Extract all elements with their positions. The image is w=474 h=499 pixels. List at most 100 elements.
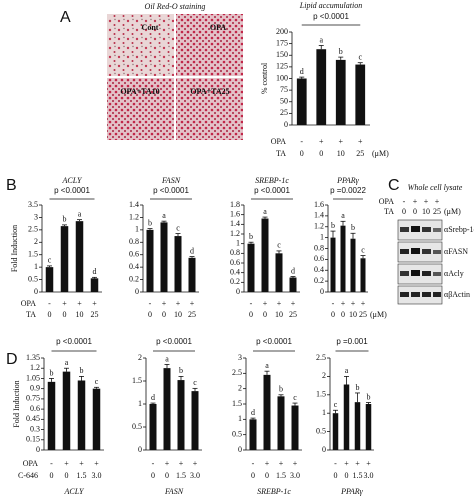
x-tick-label: +: [366, 459, 371, 468]
significance-letter: b: [148, 218, 152, 227]
chart-title: SREBP-1c: [255, 176, 289, 185]
x-tick-label: +: [190, 299, 195, 308]
x-tick-label: 0: [63, 310, 67, 319]
significance-letter: c: [48, 256, 52, 265]
significance-letter: a: [345, 366, 349, 375]
x-tick-label: -: [334, 459, 337, 468]
x-tick-label: +: [92, 299, 97, 308]
x-tick-label: 0: [162, 310, 166, 319]
y-tick-label: 50: [280, 97, 288, 106]
bar: [289, 277, 297, 292]
bar: [47, 381, 56, 450]
y-tick-label: 0.8: [230, 248, 240, 257]
blot-label: αSrebp-1c: [444, 225, 474, 234]
bar: [45, 267, 54, 292]
bar: [316, 49, 327, 125]
x-tick-label: +: [361, 299, 366, 308]
y-tick-label: 0.4: [129, 262, 139, 271]
y-tick-label: 0.5: [316, 426, 326, 435]
p-value: p <0.0001: [254, 186, 290, 195]
y-tick-label: 0.3: [30, 424, 40, 433]
x-tick-label: 25: [91, 310, 99, 319]
p-value: p <0.0001: [153, 186, 189, 195]
significance-letter: b: [50, 368, 54, 377]
bar: [160, 222, 168, 292]
bar: [340, 225, 346, 292]
x-tick-label: +: [355, 459, 360, 468]
significance-letter: b: [339, 47, 343, 56]
chart-title: ACLY: [64, 487, 86, 496]
x-tick-label: 0: [345, 471, 349, 480]
x-tick-label: +: [351, 299, 356, 308]
x-tick-label: 0: [300, 149, 304, 158]
significance-letter: d: [300, 67, 304, 76]
x-tick-label: 0: [148, 310, 152, 319]
x-tick-label: +: [179, 459, 184, 468]
x-tick-label: 1.5: [176, 471, 186, 480]
y-tick-label: 3.5: [28, 200, 38, 209]
chart-title: Lipid accumulation: [299, 1, 362, 10]
y-tick-label: 1: [135, 225, 139, 234]
x-tick-label: -: [48, 299, 51, 308]
y-tick-label: 1: [138, 399, 142, 408]
x-tick-label: +: [279, 459, 284, 468]
y-tick-label: 1: [322, 408, 326, 417]
blot-row-value: +: [424, 197, 429, 206]
y-tick-label: 200: [276, 27, 288, 36]
x-tick-label: 25: [359, 310, 367, 319]
x-row-label: OPA: [21, 299, 36, 308]
bar: [177, 380, 185, 450]
y-tick-label: 1: [236, 238, 240, 247]
x-tick-label: 0: [251, 471, 255, 480]
x-tick-label: 0: [165, 471, 169, 480]
bar: [60, 226, 69, 292]
x-tick-label: 25: [289, 310, 297, 319]
y-tick-label: 2: [34, 237, 38, 246]
bar: [75, 221, 84, 292]
x-tick-label: +: [277, 299, 282, 308]
panel-label: B: [6, 177, 17, 194]
micrograph: [107, 14, 174, 76]
chart-title: ACLY: [62, 176, 84, 185]
y-tick-label: 1: [238, 414, 242, 423]
significance-letter: b: [63, 215, 67, 224]
y-tick-label: 3: [34, 212, 38, 221]
blot-row-value: 25: [433, 207, 441, 216]
y-tick-label: 1.2: [314, 222, 324, 231]
x-row-label: OPA: [271, 137, 286, 146]
y-tick-label: 175: [276, 38, 288, 47]
y-axis-label: % control: [260, 62, 269, 94]
y-tick-label: 3: [238, 353, 242, 362]
bar: [277, 396, 285, 450]
y-tick-label: 0.2: [129, 274, 139, 283]
y-tick-label: 0.15: [26, 435, 40, 444]
micrograph-label: OPA: [210, 23, 227, 32]
bar: [163, 368, 171, 450]
bar: [92, 388, 101, 450]
y-tick-label: 150: [276, 50, 288, 59]
y-tick-label: 2: [238, 383, 242, 392]
y-tick-label: 2: [138, 353, 142, 362]
y-tick-label: 0: [322, 445, 326, 454]
y-tick-label: 0.5: [232, 429, 242, 438]
y-tick-label: 0.75: [26, 394, 40, 403]
x-tick-label: +: [291, 299, 296, 308]
y-tick-label: 0.6: [129, 250, 139, 259]
y-tick-label: 1.35: [26, 353, 40, 362]
x-tick-label: +: [162, 299, 167, 308]
significance-letter: c: [176, 223, 180, 232]
x-unit: (μM): [370, 310, 387, 319]
x-tick-label: 3.0: [92, 471, 102, 480]
blot-row-value: -: [403, 197, 406, 206]
bar: [275, 253, 283, 292]
y-tick-label: 1.2: [30, 363, 40, 372]
blot-row-label: OPA: [379, 197, 394, 206]
bar: [149, 404, 157, 450]
x-tick-label: 0: [50, 471, 54, 480]
significance-letter: b: [331, 221, 335, 230]
chart-title: SREBP-1c: [257, 487, 291, 496]
blot-row-value: 10: [422, 207, 430, 216]
y-tick-label: 2.5: [28, 225, 38, 234]
x-tick-label: 0: [263, 310, 267, 319]
